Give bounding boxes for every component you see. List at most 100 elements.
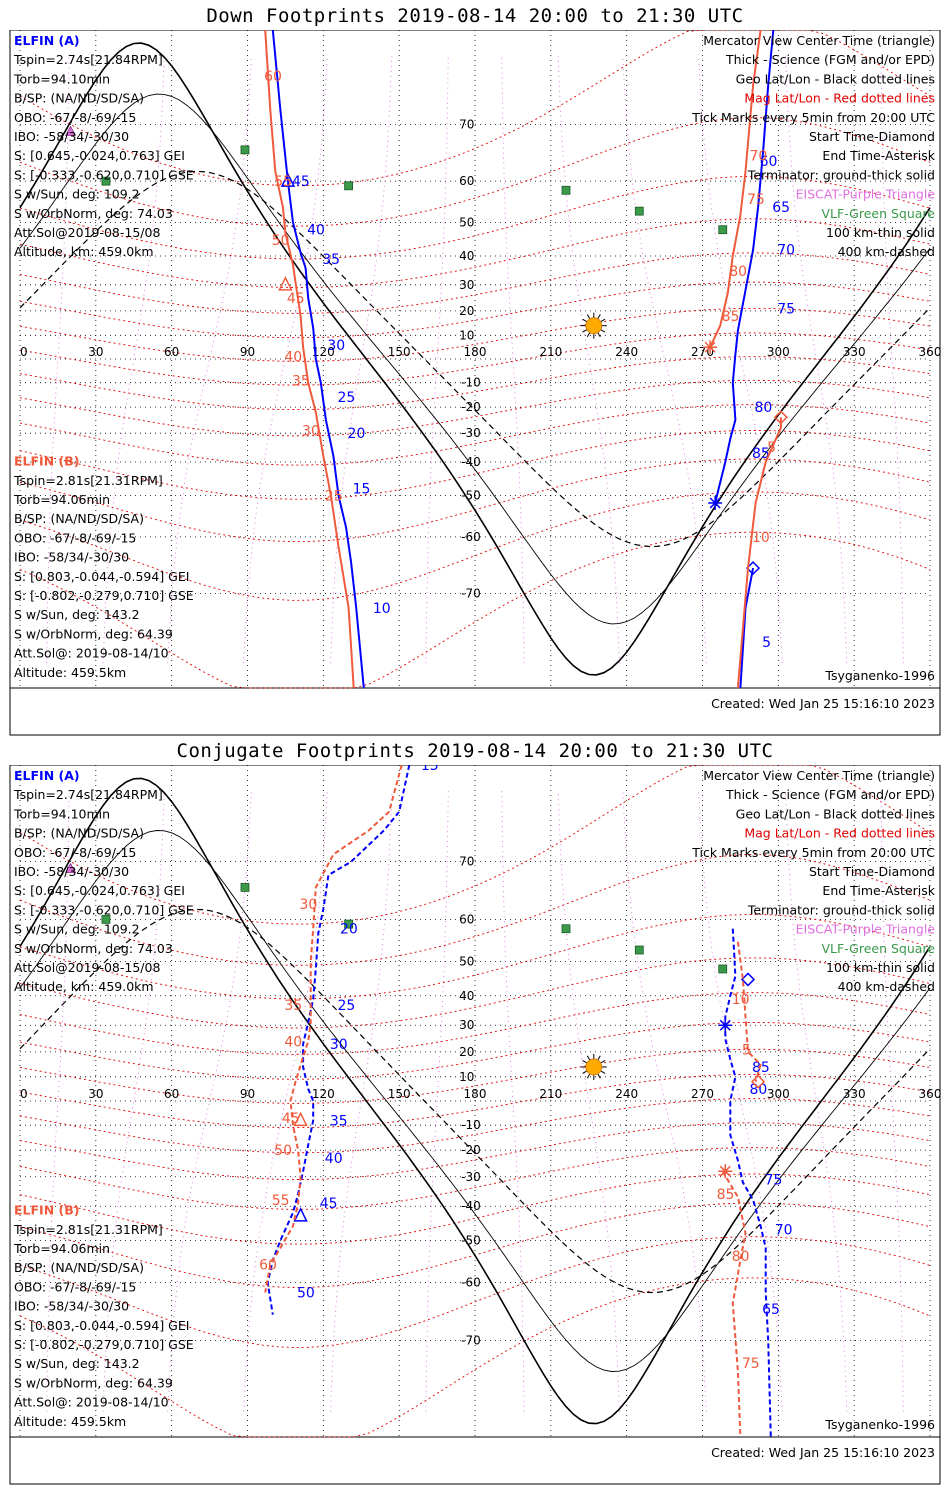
legend-entry: Tick Marks every 5min from 20:00 UTC bbox=[691, 845, 935, 860]
track-tick-label: 65 bbox=[772, 200, 790, 216]
lat-tick-label: -70 bbox=[461, 1333, 481, 1347]
lat-tick-label: 60 bbox=[459, 912, 474, 926]
lon-tick-label: 330 bbox=[843, 1087, 866, 1101]
sun-icon bbox=[580, 1053, 607, 1080]
lon-tick-label: 60 bbox=[164, 345, 179, 359]
track-tick-label: 85 bbox=[752, 446, 770, 462]
lat-tick-label: 70 bbox=[459, 118, 474, 132]
sun-ray bbox=[600, 318, 606, 323]
legend-entry: End Time-Asterisk bbox=[822, 883, 935, 898]
elfin-b-info-line: Torb=94.06min bbox=[13, 492, 110, 507]
lon-tick-label: 210 bbox=[539, 345, 562, 359]
legend-entry: Thick - Science (FGM and/or EPD) bbox=[725, 787, 935, 802]
track-tick-label: 40 bbox=[284, 1034, 302, 1050]
lat-tick-label: 50 bbox=[459, 955, 474, 969]
sun-ray bbox=[582, 1070, 588, 1074]
lat-tick-label: 30 bbox=[459, 1018, 474, 1032]
elfin-a-info-line: IBO: -58/34/-30/30 bbox=[14, 864, 129, 879]
track-line bbox=[264, 30, 355, 689]
elfin-b-header: ELFIN (B) bbox=[14, 1203, 79, 1218]
elfin-a-info-line: S w/Sun, deg: 109.2 bbox=[14, 187, 140, 202]
mag-lon-gridline bbox=[425, 790, 449, 1412]
terminator-ground bbox=[19, 777, 931, 1425]
sun-ray bbox=[582, 318, 588, 323]
sun-ray bbox=[597, 314, 601, 319]
track-line bbox=[714, 30, 775, 504]
track-tick-label: 35 bbox=[284, 998, 302, 1014]
track-tick-label: 25 bbox=[325, 488, 343, 504]
lon-tick-label: 120 bbox=[312, 345, 335, 359]
lat-tick-label: 50 bbox=[459, 216, 474, 230]
terminator-100km bbox=[19, 93, 931, 625]
mag-lat-gridline bbox=[19, 218, 931, 288]
elfin-a-info-line: IBO: -58/34/-30/30 bbox=[14, 129, 129, 144]
elfin-a-info-line: OBO: -67/-8/-69/-15 bbox=[14, 845, 136, 860]
lat-tick-label: -50 bbox=[461, 488, 481, 502]
track-tick-label: 35 bbox=[330, 1113, 348, 1129]
lat-tick-label: 20 bbox=[459, 1045, 474, 1059]
legend-entry: Terminator: ground-thick solid bbox=[747, 167, 935, 182]
elfin-b-info-line: S w/Sun, deg: 143.2 bbox=[14, 607, 140, 622]
sun-ray bbox=[600, 1060, 606, 1064]
asterisk-stroke bbox=[719, 1165, 731, 1177]
vlf-station-square bbox=[718, 225, 728, 235]
mag-lat-gridline bbox=[19, 175, 931, 260]
mag-lat-gridline bbox=[19, 281, 931, 339]
mag-lat-gridline bbox=[19, 957, 931, 1029]
vlf-station-square bbox=[344, 919, 354, 929]
elfin-a-info-line: Torb=94.10min bbox=[13, 806, 110, 821]
mag-lat-gridline bbox=[19, 404, 931, 466]
track-tick-label: 55 bbox=[272, 1193, 290, 1209]
track-tick-label: 20 bbox=[340, 922, 358, 938]
lat-tick-label: -10 bbox=[461, 1118, 481, 1132]
terminator-100km bbox=[19, 830, 931, 1372]
eiscat-station-triangle bbox=[64, 125, 77, 136]
legend-entry: Geo Lat/Lon - Black dotted lines bbox=[736, 806, 935, 821]
lon-tick-label: 240 bbox=[615, 1087, 638, 1101]
track-tick-label: 45 bbox=[287, 291, 305, 307]
center-time-triangle bbox=[280, 172, 296, 187]
sun-ray bbox=[597, 332, 601, 338]
track-tick-label: 5 bbox=[767, 440, 776, 456]
elfin-b-info-line: Tspin=2.81s[21.31RPM] bbox=[13, 1222, 163, 1237]
created-timestamp: Created: Wed Jan 25 15:16:10 2023 bbox=[711, 696, 935, 711]
legend-entry: EISCAT-Purple Triangle bbox=[796, 922, 936, 937]
elfin-a-info-line: Att.Sol@2019-08-15/08 bbox=[14, 225, 160, 240]
lon-tick-label: 300 bbox=[767, 345, 790, 359]
legend-entry: EISCAT-Purple Triangle bbox=[796, 187, 936, 202]
track-tick-label: 60 bbox=[760, 154, 778, 170]
sun-ray bbox=[586, 1073, 591, 1079]
track-tick-label: 65 bbox=[762, 1302, 780, 1318]
elfin-b-info-line: B/SP: (NA/ND/SD/SA) bbox=[14, 511, 144, 526]
elfin-b-info-line: Tspin=2.81s[21.31RPM] bbox=[13, 473, 163, 488]
track-tick-label: 30 bbox=[330, 1037, 348, 1053]
chart-panel-down-footprints: 0 30 60 90 120 150 180 210 240 270 300 330 360706050… bbox=[9, 30, 941, 736]
sun-disc bbox=[585, 1058, 603, 1076]
lon-tick-label: 120 bbox=[312, 1087, 335, 1101]
track-tick-label: 75 bbox=[742, 1356, 760, 1372]
track-tick-label: 55 bbox=[274, 174, 292, 190]
track-tick-label: 60 bbox=[259, 1257, 277, 1273]
lon-tick-label: 0 bbox=[20, 345, 28, 359]
elfin-a-info-line: B/SP: (NA/ND/SD/SA) bbox=[14, 826, 144, 841]
chart-frame bbox=[9, 30, 941, 736]
center-time-triangle bbox=[293, 1111, 308, 1127]
elfin-b-info-line: S w/OrbNorm, deg: 64.39 bbox=[14, 1375, 173, 1390]
lat-tick-label: -50 bbox=[461, 1233, 481, 1247]
legend-entry: 400 km-dashed bbox=[838, 979, 935, 994]
sun-ray bbox=[597, 1055, 601, 1061]
elfin-a-info-line: S w/Sun, deg: 109.2 bbox=[14, 922, 140, 937]
chart-title-conjugate: Conjugate Footprints 2019-08-14 20:00 to… bbox=[176, 740, 774, 762]
track-tick-label: 40 bbox=[325, 1151, 343, 1167]
elfin-a-info-line: Torb=94.10min bbox=[13, 71, 110, 86]
lat-tick-label: 40 bbox=[459, 249, 474, 263]
legend-entry: VLF-Green Square bbox=[821, 206, 935, 221]
lon-tick-label: 0 bbox=[20, 1087, 28, 1101]
track-line bbox=[721, 1170, 747, 1438]
lat-tick-label: -10 bbox=[461, 376, 481, 390]
legend-entry: Mag Lat/Lon - Red dotted lines bbox=[744, 91, 935, 106]
sun-icon bbox=[580, 312, 607, 339]
lon-tick-label: 300 bbox=[767, 1087, 790, 1101]
mag-lon-gridline bbox=[785, 54, 848, 664]
